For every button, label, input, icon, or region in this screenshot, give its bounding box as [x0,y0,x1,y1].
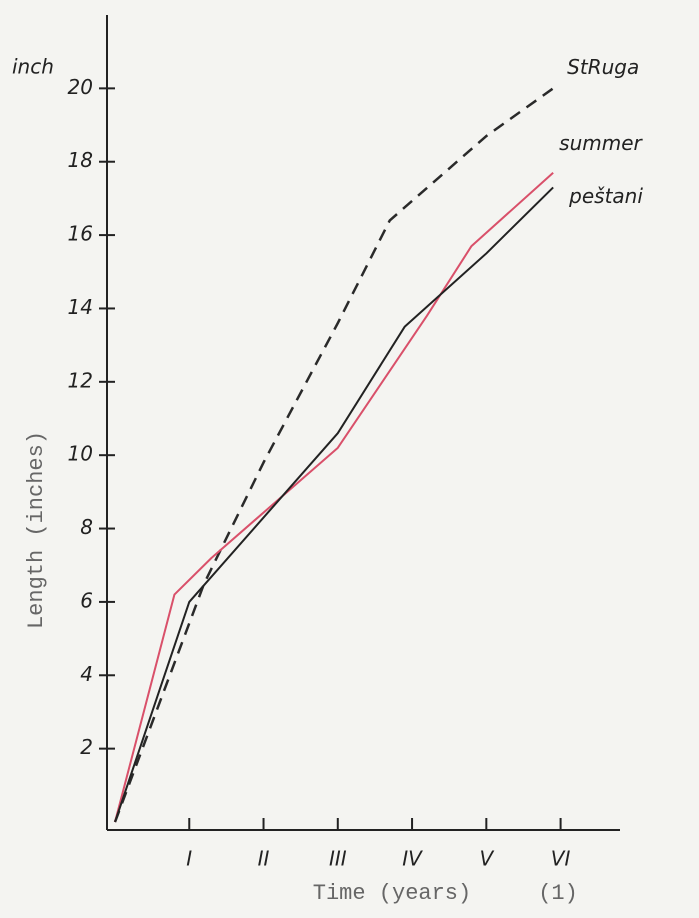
x-axis-label: Time (years) [313,881,471,906]
x-tick-label: II [258,847,270,871]
x-axis-note: (1) [538,881,578,906]
page: inch Length (inches) Time (years) (1) 2 4… [0,0,699,918]
y-tick-label: 14 [68,295,93,319]
y-tick-label: 2 [80,735,93,759]
y-tick-label: 18 [68,148,93,172]
y-tick-label: 12 [68,368,93,392]
series-label: summer [559,131,643,155]
x-tick-label: V [479,847,494,871]
y-tick-label: 10 [68,442,93,466]
y-tick-label: 8 [80,515,93,539]
chart: inch Length (inches) Time (years) (1) 2 4… [0,0,699,918]
y-tick-label: 6 [80,588,93,612]
series-label: StRuga [567,55,639,79]
x-tick-label: I [186,847,192,871]
y-tick-label: 20 [68,75,93,99]
x-tick-label: IV [402,847,423,871]
y-tick-label: 16 [68,222,93,246]
x-tick-label: VI [551,847,571,871]
y-unit: inch [12,55,54,79]
series-label: peštani [568,184,643,208]
y-axis-label: Length (inches) [24,431,49,629]
x-tick-label: III [329,847,347,871]
y-tick-label: 4 [80,662,93,686]
